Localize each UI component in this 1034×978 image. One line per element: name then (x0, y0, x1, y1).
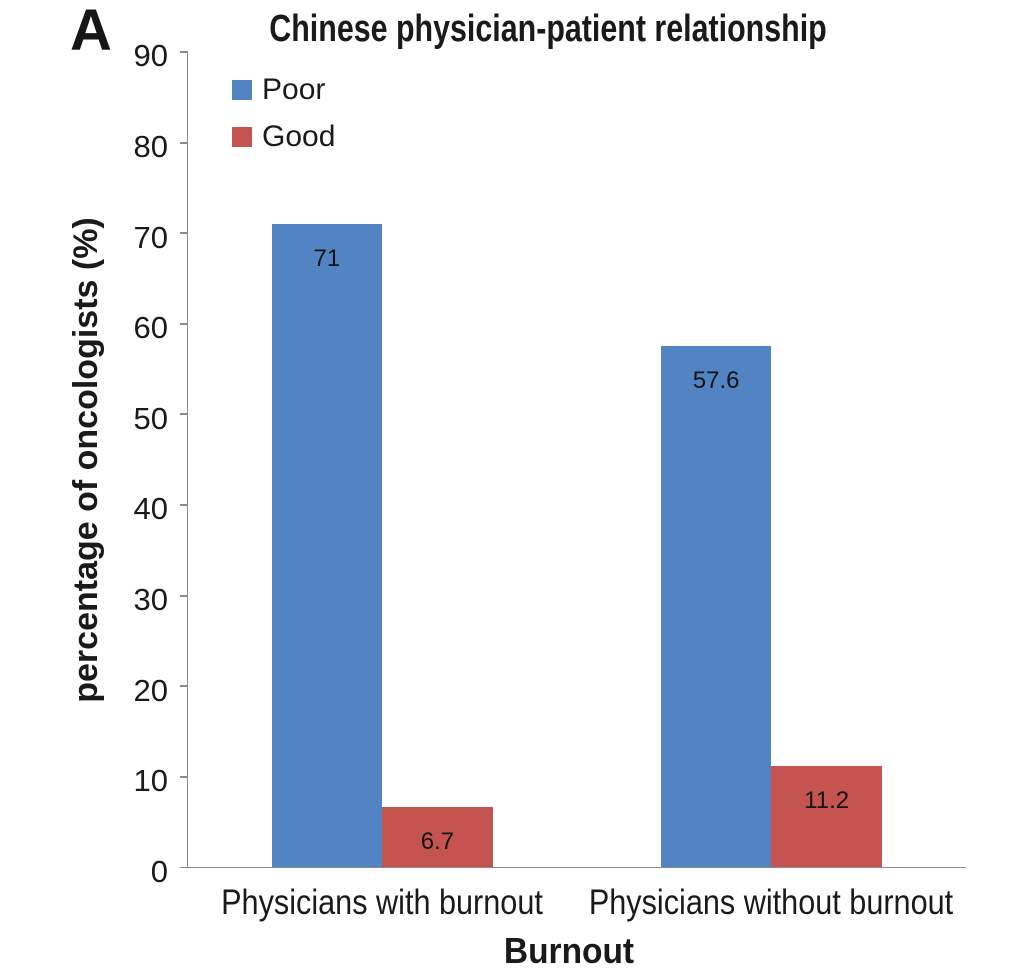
legend-item-good: Good (232, 113, 335, 160)
bar-good-1 (382, 806, 493, 868)
legend-swatch-good (232, 126, 252, 147)
y-tick-mark (179, 413, 188, 416)
y-axis-title-text: percentage of oncologists (%) (67, 217, 105, 703)
y-tick-label: 30 (133, 582, 168, 618)
legend: Poor Good (232, 66, 335, 160)
legend-label-good: Good (262, 119, 336, 153)
y-tick-mark (179, 322, 188, 325)
y-tick-mark (179, 775, 188, 778)
x-category-label-2: Physicians without burnout (589, 883, 954, 922)
bar-value-label-poor-2: 57.6 (692, 366, 740, 394)
y-tick-label: 0 (150, 853, 168, 889)
y-tick-label: 70 (133, 219, 168, 255)
legend-label-poor: Poor (262, 72, 326, 106)
bar-value-label-good-1: 6.7 (420, 828, 455, 856)
y-tick-label: 20 (133, 672, 168, 708)
x-axis-line (179, 866, 966, 869)
bar-value-label-good-2: 11.2 (804, 787, 850, 815)
y-tick-label: 10 (133, 763, 168, 799)
legend-item-poor: Poor (232, 66, 335, 113)
bar-poor-2 (660, 345, 772, 868)
y-tick-label: 50 (133, 400, 168, 436)
panel-letter-label: A (70, 0, 112, 63)
y-tick-mark (179, 232, 188, 235)
y-tick-mark (179, 594, 188, 597)
chart-title: Chinese physician-patient relationship (269, 8, 827, 50)
bar-poor-1 (271, 224, 383, 868)
y-tick-label: 60 (133, 310, 168, 346)
y-tick-mark (179, 504, 188, 506)
y-tick-label: 40 (133, 491, 168, 527)
y-tick-label: 80 (133, 129, 168, 164)
y-axis-line (186, 51, 189, 868)
x-axis-title: Burnout (503, 930, 635, 971)
x-category-label-1: Physicians with burnout (221, 883, 543, 922)
y-tick-label: 90 (133, 38, 168, 74)
bar-good-2 (771, 766, 882, 868)
bar-value-label-poor-1: 71 (313, 245, 341, 273)
y-tick-mark (179, 141, 188, 144)
legend-swatch-poor (232, 79, 252, 100)
y-tick-mark (179, 685, 188, 688)
y-tick-mark (179, 51, 188, 53)
